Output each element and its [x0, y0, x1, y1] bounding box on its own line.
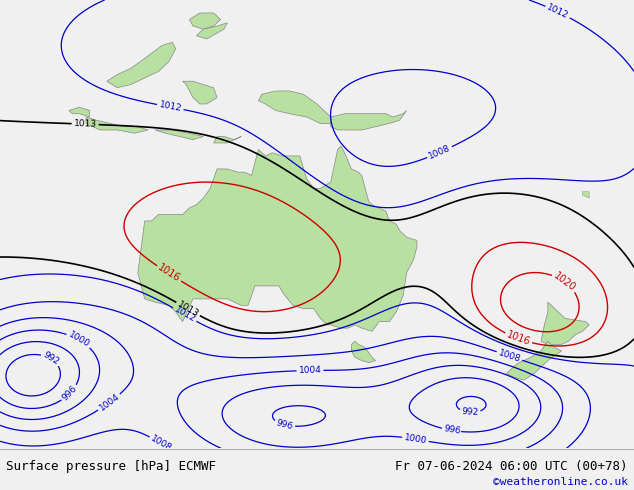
- Polygon shape: [197, 23, 228, 39]
- Polygon shape: [86, 117, 148, 133]
- Text: 992: 992: [41, 350, 60, 367]
- Text: Surface pressure [hPa] ECMWF: Surface pressure [hPa] ECMWF: [6, 460, 216, 473]
- Text: 1008: 1008: [427, 144, 452, 161]
- Polygon shape: [331, 110, 406, 130]
- Polygon shape: [259, 91, 331, 123]
- Text: 996: 996: [61, 384, 79, 403]
- Polygon shape: [69, 107, 89, 117]
- Polygon shape: [351, 341, 375, 363]
- Polygon shape: [138, 146, 417, 331]
- Text: 1013: 1013: [176, 299, 200, 318]
- Polygon shape: [190, 13, 221, 29]
- Text: 1000: 1000: [67, 330, 91, 349]
- Text: 1016: 1016: [156, 263, 182, 284]
- Text: 1004: 1004: [299, 366, 321, 375]
- Text: Fr 07-06-2024 06:00 UTC (00+78): Fr 07-06-2024 06:00 UTC (00+78): [395, 460, 628, 473]
- Polygon shape: [541, 302, 589, 344]
- Text: ©weatheronline.co.uk: ©weatheronline.co.uk: [493, 477, 628, 487]
- Text: 1012: 1012: [172, 305, 197, 324]
- Text: 996: 996: [443, 425, 462, 436]
- Polygon shape: [507, 341, 562, 380]
- Text: 1012: 1012: [545, 3, 570, 21]
- Text: 1013: 1013: [74, 119, 97, 129]
- Text: 1004: 1004: [98, 392, 121, 413]
- Text: 1000: 1000: [403, 433, 427, 445]
- Text: 1008: 1008: [149, 434, 174, 453]
- Polygon shape: [155, 130, 204, 140]
- Text: 1020: 1020: [552, 270, 578, 294]
- Polygon shape: [107, 42, 176, 88]
- Polygon shape: [214, 136, 241, 143]
- Polygon shape: [183, 81, 217, 104]
- Text: 992: 992: [462, 407, 479, 417]
- Polygon shape: [582, 192, 589, 198]
- Text: 1016: 1016: [505, 330, 531, 347]
- Text: 1012: 1012: [158, 100, 183, 114]
- Text: 996: 996: [275, 418, 294, 431]
- Text: 1008: 1008: [497, 348, 522, 364]
